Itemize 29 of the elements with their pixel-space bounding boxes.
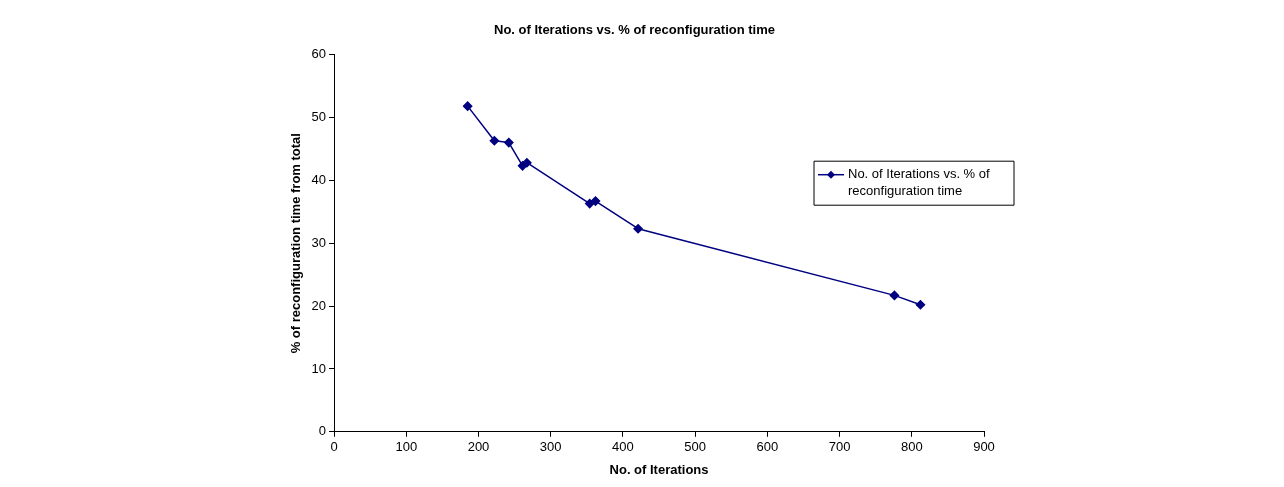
point [462, 101, 473, 111]
y-tick-label: 20 [311, 297, 327, 313]
point [489, 135, 500, 146]
point [522, 157, 532, 168]
x-tick-label: 200 [467, 439, 490, 455]
point [915, 300, 926, 310]
y-tick-label: 50 [311, 109, 327, 125]
chart-title: No. of Iterations vs. % of reconfiguration time [494, 22, 775, 38]
x-tick-label: 900 [973, 439, 995, 455]
x-tick-label: 800 [900, 439, 923, 455]
x-tick-label: 100 [395, 439, 418, 455]
y-tick-label: 30 [311, 234, 327, 250]
point [633, 223, 643, 234]
x-tick-label: 500 [684, 439, 706, 455]
x-axis-title: No. of Iterations [609, 461, 709, 477]
x-tick-label: 600 [756, 439, 779, 455]
x-tick-label: 700 [828, 439, 851, 455]
y-tick-label: 40 [311, 171, 327, 187]
x-tick-label: 400 [612, 439, 634, 455]
y-axis-title: % of reconfiguration time from total [288, 133, 304, 354]
legend-label: No. of Iterations vs. % of reconfiguration time [848, 166, 990, 199]
point [504, 137, 514, 148]
point [590, 196, 601, 206]
y-tick-label: 0 [318, 423, 327, 439]
x-tick-label: 0 [330, 439, 338, 455]
point [889, 290, 900, 301]
y-tick-label: 60 [311, 46, 327, 62]
y-tick-label: 10 [311, 360, 327, 376]
x-tick-label: 300 [539, 439, 562, 455]
